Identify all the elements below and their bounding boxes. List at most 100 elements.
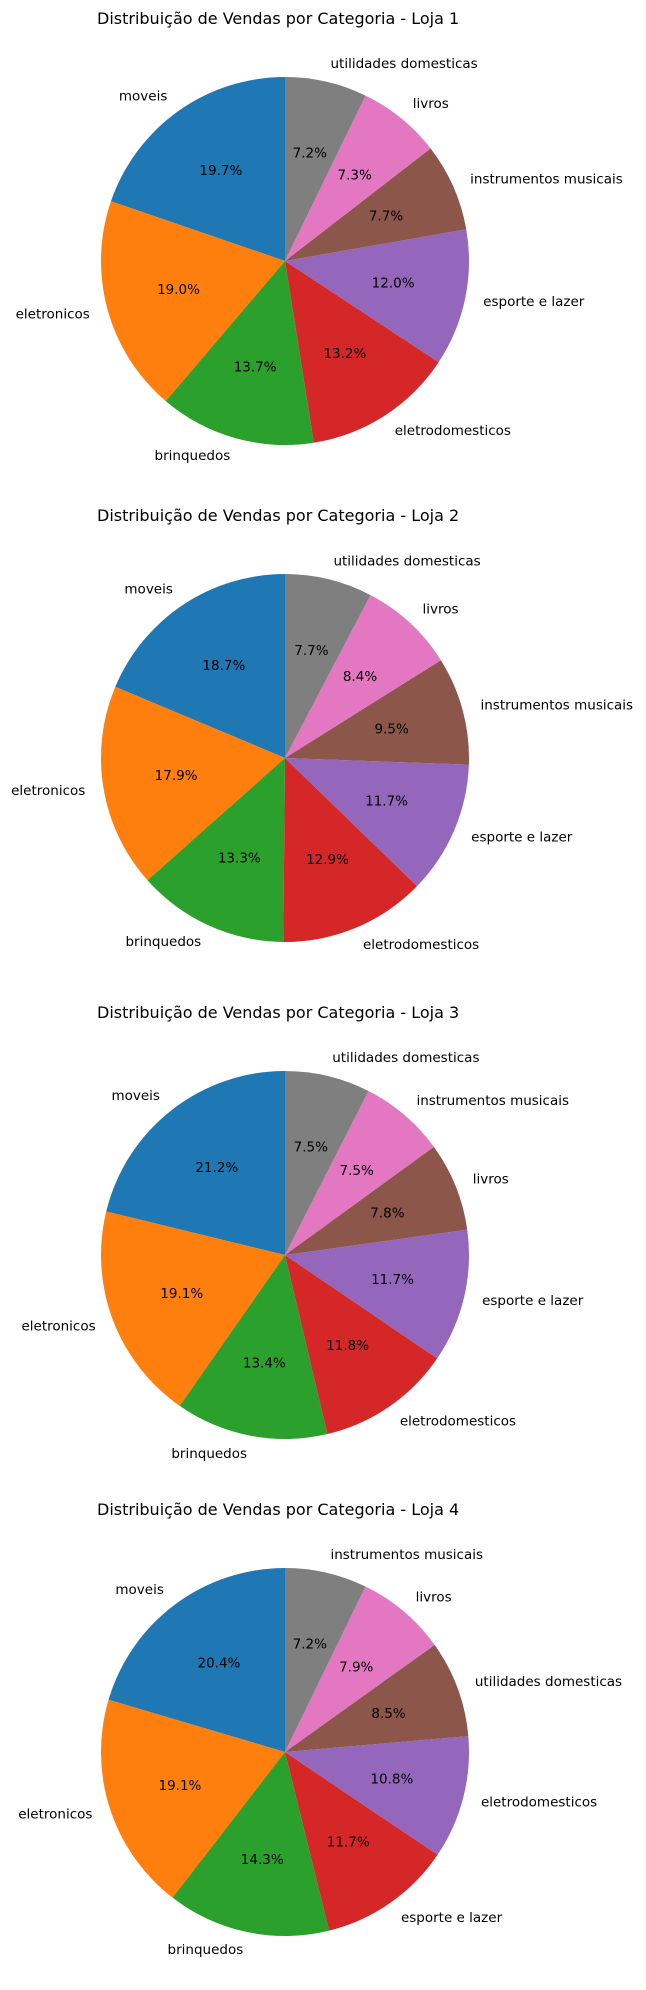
pie-slice-instrumentos-musicais [285, 1091, 434, 1255]
pie-percent-label: 13.4% [243, 1355, 286, 1371]
pie-percent-label: 19.1% [159, 1778, 202, 1794]
pie-category-label: moveis [119, 88, 168, 104]
pie-slice-instrumentos-musicais [285, 660, 469, 765]
pie-category-label: brinquedos [171, 1446, 247, 1462]
pie-percent-label: 11.7% [327, 1834, 370, 1850]
pie-percent-label: 7.7% [369, 208, 403, 224]
pie-category-label: utilidades domesticas [330, 56, 477, 72]
pie-category-label: instrumentos musicais [480, 698, 633, 714]
pie-slice-eletrodomesticos [285, 1255, 438, 1435]
pie-slice-brinquedos [165, 261, 314, 446]
pie-percent-label: 20.4% [197, 1656, 240, 1672]
pie-slice-moveis [115, 574, 285, 758]
pie-slice-utilidades-domesticas [285, 1071, 369, 1255]
pie-slice-utilidades-domesticas [285, 77, 366, 261]
pie-percent-label: 19.1% [160, 1286, 203, 1302]
pie-percent-label: 7.2% [293, 145, 327, 161]
pie-chart-loja-3: Distribuição de Vendas por Categoria - L… [21, 1003, 583, 1462]
pie-category-label: eletrodomesticos [395, 423, 511, 439]
pie-category-label: moveis [111, 1088, 160, 1104]
pie-slice-livros [285, 95, 431, 261]
pie-category-label: livros [473, 1171, 509, 1187]
pie-category-label: eletrodomesticos [400, 1414, 516, 1430]
pie-slice-livros [285, 1586, 435, 1752]
pie-category-label: esporte e lazer [482, 1293, 584, 1309]
pie-percent-label: 12.0% [372, 275, 415, 291]
pie-slice-eletronicos [100, 1211, 286, 1406]
pie-category-label: brinquedos [155, 448, 231, 464]
pie-percent-label: 19.0% [157, 282, 200, 298]
pie-slice-livros [285, 1146, 468, 1255]
pie-category-label: eletronicos [18, 1806, 92, 1822]
pie-category-label: esporte e lazer [401, 1910, 503, 1926]
pie-category-label: moveis [124, 581, 173, 597]
pie-category-label: eletronicos [11, 783, 85, 799]
pie-category-label: instrumentos musicais [470, 171, 623, 187]
pie-slice-instrumentos-musicais [285, 148, 467, 261]
pie-percent-label: 14.3% [241, 1852, 284, 1868]
pie-slice-moveis [108, 1567, 285, 1752]
pie-category-label: utilidades domesticas [333, 553, 480, 569]
pie-percent-label: 18.7% [202, 658, 245, 674]
pie-percent-label: 7.8% [370, 1206, 404, 1222]
pie-percent-label: 19.7% [199, 163, 242, 179]
pie-percent-label: 13.7% [234, 359, 277, 375]
pie-slice-eletronicos [100, 686, 285, 881]
pie-percent-label: 7.5% [294, 1140, 328, 1156]
pie-title-loja-2: Distribuição de Vendas por Categoria - L… [97, 506, 459, 525]
pie-category-label: eletronicos [16, 307, 90, 323]
pie-slice-esporte-e-lazer [285, 758, 469, 887]
pie-slice-eletrodomesticos [285, 1736, 469, 1855]
pie-percent-label: 17.9% [155, 768, 198, 784]
pie-category-label: moveis [115, 1582, 164, 1598]
pie-slice-brinquedos [147, 758, 285, 942]
pie-percent-label: 7.3% [338, 167, 372, 183]
pie-category-label: livros [413, 96, 449, 112]
pie-category-label: livros [416, 1589, 452, 1605]
pie-percent-label: 13.3% [218, 851, 261, 867]
pie-slice-instrumentos-musicais [285, 1568, 366, 1752]
pie-percent-label: 8.4% [343, 669, 377, 685]
pie-category-label: livros [423, 601, 459, 617]
pie-slice-eletrodomesticos [285, 261, 439, 443]
pie-title-loja-1: Distribuição de Vendas por Categoria - L… [97, 9, 459, 28]
pie-category-label: eletrodomesticos [363, 937, 479, 953]
pie-slice-moveis [106, 1071, 285, 1255]
pie-percent-label: 7.2% [293, 1636, 327, 1652]
pie-slice-eletronicos [100, 1699, 285, 1898]
pie-slice-esporte-e-lazer [285, 229, 470, 363]
pie-percent-label: 12.9% [306, 852, 349, 868]
pie-slice-brinquedos [179, 1255, 328, 1439]
pie-percent-label: 21.2% [195, 1160, 238, 1176]
pie-percent-label: 13.2% [323, 346, 366, 362]
pie-percent-label: 11.8% [326, 1338, 369, 1354]
pie-chart-loja-4: Distribuição de Vendas por Categoria - L… [18, 1500, 622, 1958]
pie-category-label: esporte e lazer [471, 829, 573, 845]
pie-percent-label: 9.5% [374, 721, 408, 737]
pie-category-label: eletrodomesticos [481, 1795, 597, 1811]
pie-slice-moveis [110, 77, 286, 261]
pie-slice-livros [285, 595, 441, 758]
pie-chart-loja-2: Distribuição de Vendas por Categoria - L… [11, 506, 633, 953]
pie-slice-esporte-e-lazer [285, 1752, 438, 1931]
pie-percent-label: 11.7% [365, 793, 408, 809]
pie-percent-label: 7.5% [340, 1163, 374, 1179]
pie-percent-label: 7.9% [339, 1660, 373, 1676]
pie-percent-label: 11.7% [371, 1272, 414, 1288]
pie-category-label: esporte e lazer [483, 294, 585, 310]
pie-percent-label: 7.7% [294, 643, 328, 659]
pie-category-label: brinquedos [125, 934, 201, 950]
pie-chart-loja-1: Distribuição de Vendas por Categoria - L… [16, 9, 623, 464]
pie-category-label: utilidades domesticas [475, 1674, 622, 1690]
pie-slice-utilidades-domesticas [285, 574, 371, 758]
pie-title-loja-4: Distribuição de Vendas por Categoria - L… [97, 1500, 459, 1519]
pie-category-label: brinquedos [168, 1942, 244, 1958]
pie-slice-brinquedos [172, 1752, 330, 1936]
pie-percent-label: 10.8% [370, 1772, 413, 1788]
pie-category-label: eletronicos [21, 1319, 95, 1335]
pie-slice-utilidades-domesticas [285, 1644, 469, 1752]
pie-category-label: instrumentos musicais [330, 1547, 483, 1563]
pie-percent-label: 8.5% [371, 1706, 405, 1722]
pie-title-loja-3: Distribuição de Vendas por Categoria - L… [97, 1003, 459, 1022]
pie-category-label: instrumentos musicais [416, 1093, 569, 1109]
